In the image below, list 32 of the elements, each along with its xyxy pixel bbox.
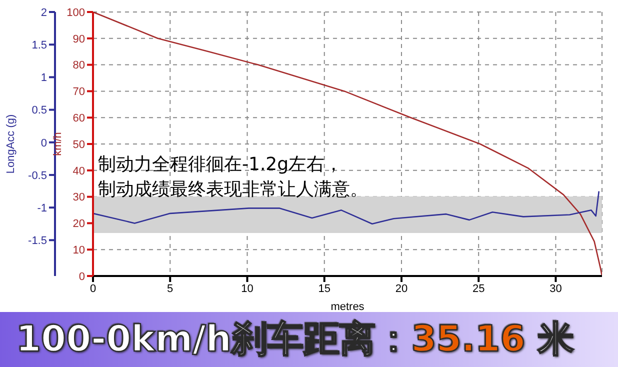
y2-tick-label: 2 — [40, 6, 47, 19]
y-tick-label: 80 — [72, 60, 85, 72]
y2-tick-label: -0.5 — [28, 170, 47, 182]
y-tick-label: 10 — [72, 244, 85, 257]
annotation: 制动成绩最终表现非常让人满意。 — [98, 178, 368, 202]
x-tick-label: 25 — [472, 282, 485, 295]
y2-tick-label: 1.5 — [32, 40, 47, 52]
y-tick-label: 20 — [72, 218, 85, 230]
x-tick-label: 10 — [241, 282, 254, 295]
text: 100-0km/h刹车距离：35.16 米 — [16, 319, 574, 360]
annotation: 制动力全程徘徊在-1.2g左右， — [98, 153, 343, 177]
y-tick-label: 100 — [66, 6, 85, 19]
y-tick-label: 70 — [72, 86, 85, 98]
y-tick-label: 30 — [72, 192, 85, 204]
x-tick-label: 15 — [318, 282, 330, 295]
y2-tick-label: -1.5 — [28, 235, 47, 248]
y2-tick-label: 0.5 — [32, 104, 47, 117]
y2-axis-title: LongAcc (g) — [4, 114, 17, 174]
x-axis-title: metres — [330, 301, 365, 313]
x-tick-label: 20 — [395, 282, 408, 295]
y-tick-label: 0 — [78, 270, 85, 283]
y-axis-title: km/h — [52, 132, 64, 156]
y-tick-label: 40 — [72, 165, 85, 178]
x-tick-label: 5 — [167, 282, 174, 295]
y2-tick-label: 0 — [40, 137, 47, 150]
y2-tick-label: -1 — [37, 202, 47, 214]
y2-tick-label: 1 — [40, 72, 47, 84]
y-tick-label: 60 — [72, 112, 85, 125]
x-tick-label: 30 — [550, 282, 562, 295]
x-tick-label: 0 — [90, 282, 96, 295]
y-tick-label: 90 — [72, 33, 85, 46]
y-tick-label: 50 — [72, 138, 85, 151]
